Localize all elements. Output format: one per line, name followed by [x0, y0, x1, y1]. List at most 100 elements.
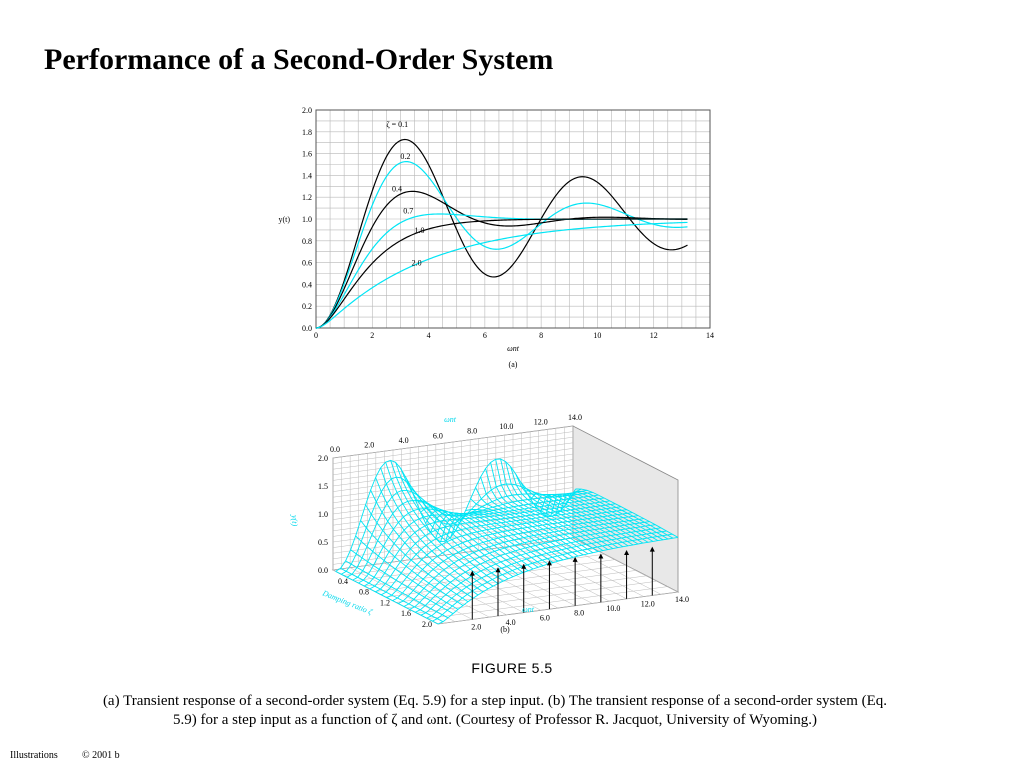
wall-grid-h: [332, 425, 574, 459]
top-t-tick-label: 8.0: [467, 427, 477, 436]
footer-copyright: © 2001 b: [82, 750, 120, 761]
surface-line-t: [475, 487, 579, 557]
arrow-head: [469, 570, 475, 576]
surface-line-t: [500, 458, 604, 551]
z-tick-label: 0.0: [318, 566, 328, 575]
z-tick-label: 1.5: [318, 482, 328, 491]
top-t-tick-label: 6.0: [433, 431, 443, 440]
y-tick-label: 0.4: [302, 280, 312, 289]
surface-line-t: [440, 513, 544, 567]
arrow-head: [495, 567, 501, 573]
surface-line-t: [410, 487, 514, 578]
series-label-3: 0.7: [403, 206, 413, 215]
floor-grid-z: [395, 570, 637, 603]
t-axis-label-bottom: ωnt: [522, 605, 535, 614]
arrow-head: [572, 556, 578, 562]
arrow-head: [624, 550, 630, 556]
surface-line-t: [335, 570, 439, 625]
series-line-2: [315, 190, 688, 329]
damping-tick-label: 2.0: [422, 620, 432, 629]
wall-grid-h: [332, 509, 574, 543]
z-tick-label: 1.0: [318, 510, 328, 519]
surface-line-t: [525, 490, 629, 547]
surface-line-t: [510, 466, 614, 549]
slide-title: Performance of a Second-Order System: [44, 43, 554, 76]
caption-text: (a) Transient response of a second-order…: [102, 693, 888, 728]
top-t-tick-label: 0.0: [330, 445, 340, 454]
surface-line-t: [550, 493, 654, 542]
figure-label: FIGURE 5.5: [471, 660, 553, 676]
footer-illustrations: Illustrations: [10, 750, 58, 761]
surface-line-t: [415, 499, 519, 575]
arrow-head: [521, 563, 527, 569]
arrow-head: [649, 546, 655, 552]
plot-frame-a: [315, 109, 711, 329]
surface-line-t: [340, 567, 444, 623]
surface-line-t: [370, 489, 474, 599]
damping-tick-label: 0.4: [338, 577, 348, 586]
top-t-tick-label: 14.0: [568, 413, 582, 422]
t-axis-label-top: ωnt: [444, 415, 457, 424]
floor-grid-z: [385, 564, 626, 598]
arrow-head: [546, 560, 552, 566]
arrows-b: [469, 546, 655, 620]
surface-line-t: [575, 488, 679, 538]
surface-line-t: [485, 468, 589, 555]
z-axis-label: y(t): [290, 514, 299, 526]
surface-line-t: [515, 473, 619, 548]
series-label-2: 0.4: [392, 184, 402, 193]
bottom-t-tick-label: 14.0: [675, 595, 689, 604]
wall-grid-h: [332, 532, 574, 565]
bottom-t-tick-label: 6.0: [540, 613, 550, 622]
x-tick-label: 12: [650, 331, 658, 340]
x-tick-label: 10: [593, 331, 601, 340]
y-axis-label: y(t): [278, 215, 290, 224]
top-t-tick-label: 2.0: [364, 440, 374, 449]
curves-a: [315, 138, 688, 329]
wall-grid-h: [332, 481, 574, 515]
series-line-4: [315, 218, 688, 329]
floor-grid-z: [332, 537, 574, 571]
figure-caption: (a) Transient response of a second-order…: [100, 692, 890, 730]
wall-grid-h: [332, 436, 574, 470]
y-tick-label: 0.6: [302, 259, 312, 268]
y-tick-label: 1.6: [302, 150, 312, 159]
wall-grid-h: [332, 453, 574, 487]
z-tick-label: 2.0: [318, 454, 328, 463]
surface-line-t: [490, 462, 594, 554]
wall-grid-h: [332, 476, 574, 509]
surface-line-t: [355, 535, 459, 610]
y-tick-label: 0.2: [302, 302, 312, 311]
y-tick-label: 1.2: [302, 193, 312, 202]
surface-line-t: [345, 560, 449, 619]
x-tick-label: 6: [483, 331, 487, 340]
x-axis-label: ωnt: [507, 344, 520, 353]
surface-line-t: [520, 481, 624, 548]
surface-line-t: [395, 462, 499, 584]
surface-line-t: [350, 549, 454, 614]
panel-label-b: (b): [500, 625, 510, 634]
arrow-head: [598, 553, 604, 559]
wall-grid-h: [332, 442, 574, 476]
top-t-tick-label: 12.0: [534, 418, 548, 427]
floor-grid-z: [416, 580, 658, 614]
series-label-0: ζ = 0.1: [386, 120, 408, 129]
bottom-t-tick-label: 10.0: [606, 604, 620, 613]
surface-line-t: [560, 492, 664, 541]
x-tick-label: 4: [427, 331, 431, 340]
surface-line-t: [465, 509, 569, 559]
y-tick-label: 1.4: [302, 171, 312, 180]
surface-line-t: [445, 513, 549, 565]
surface-line-t: [425, 509, 529, 572]
floor-grid-z: [437, 591, 679, 625]
wall-grid-h: [332, 464, 574, 498]
surface-line-t: [505, 461, 609, 550]
series-label-5: 2.0: [412, 259, 422, 268]
surface-line-t: [530, 492, 634, 546]
x-tick-label: 2: [370, 331, 374, 340]
panel-label-a: (a): [509, 360, 518, 369]
bottom-t-tick-label: 8.0: [574, 609, 584, 618]
wall-grid-h: [332, 431, 574, 464]
wall-grid-h: [332, 526, 574, 560]
